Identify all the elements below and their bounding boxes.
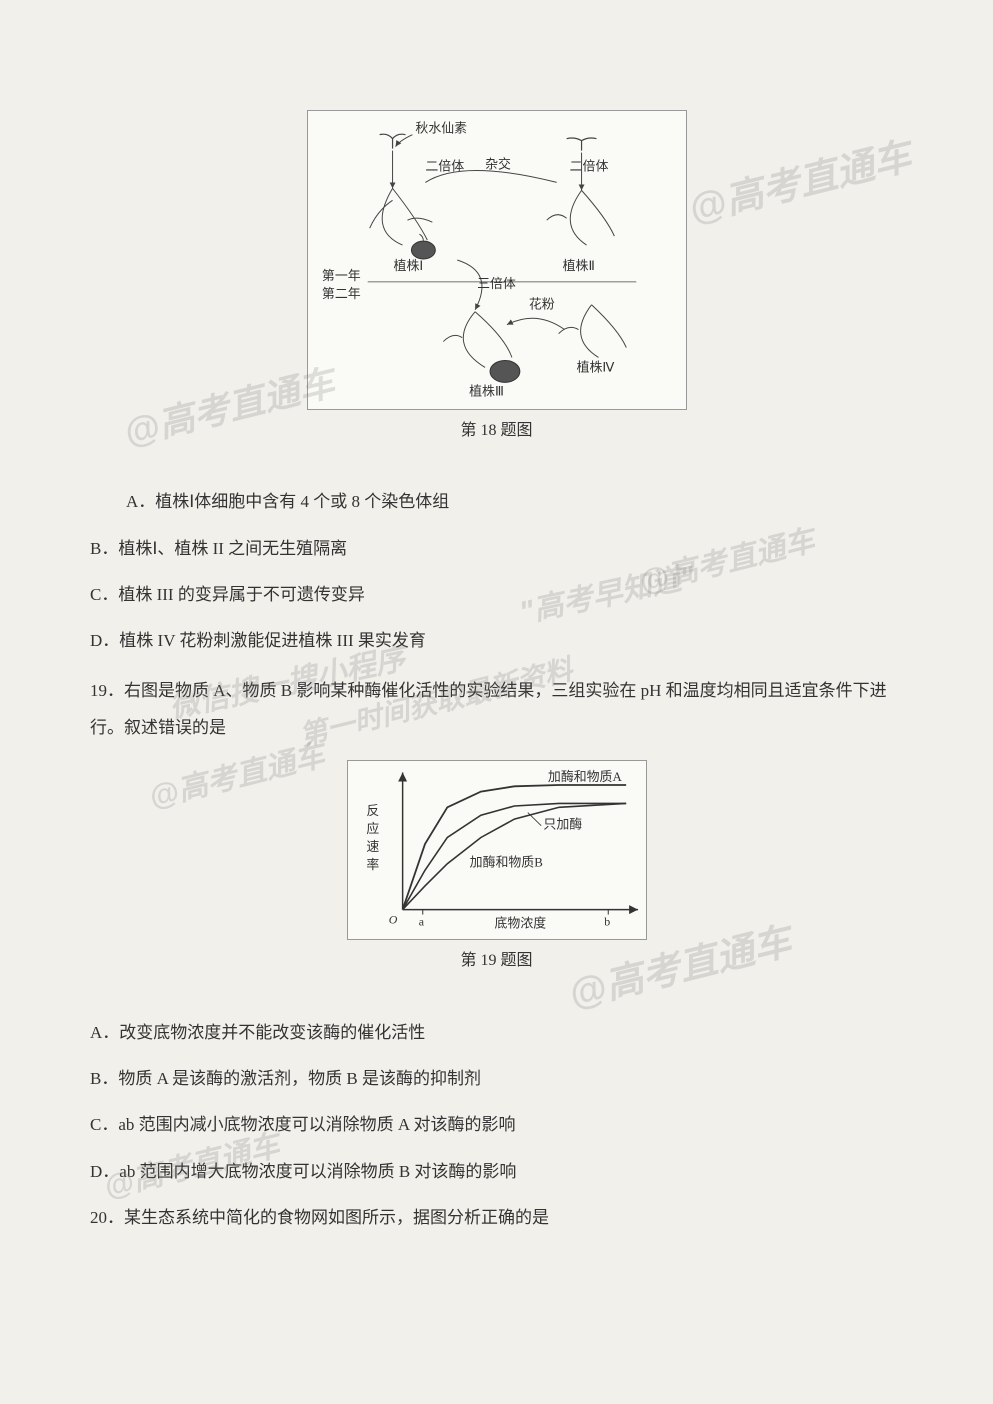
label-zhizhu2: 植株Ⅱ bbox=[562, 258, 594, 273]
figure-18: 秋水仙素 二倍体 二倍体 杂交 植株Ⅰ bbox=[90, 110, 903, 446]
page-root: 秋水仙素 二倍体 二倍体 杂交 植株Ⅰ bbox=[0, 0, 993, 1288]
label-sanbeiti: 三倍体 bbox=[477, 276, 516, 291]
q19-option-a: A．改变底物浓度并不能改变该酶的催化活性 bbox=[90, 1017, 903, 1049]
svg-text:速: 速 bbox=[366, 839, 379, 854]
label-qiushuixian: 秋水仙素 bbox=[415, 121, 467, 136]
label-zhizhu4: 植株Ⅳ bbox=[576, 359, 614, 374]
label-zhizhu3: 植株Ⅲ bbox=[469, 383, 504, 398]
figure-18-caption: 第 18 题图 bbox=[460, 416, 532, 446]
label-erbeiti-r: 二倍体 bbox=[569, 158, 608, 173]
q20-stem: 20．某生态系统中简化的食物网如图所示，据图分析正确的是 bbox=[90, 1202, 903, 1234]
figure-19: Oa b 底物浓度 反应速率 加酶和物质A 只加酶加酶和物质B 第 19 题图 bbox=[90, 760, 903, 976]
q19-option-d: D．ab 范围内增大底物浓度可以消除物质 B 对该酶的影响 bbox=[90, 1156, 903, 1188]
svg-text:加酶和物质B: 加酶和物质B bbox=[469, 855, 542, 870]
q19-option-b: B．物质 A 是该酶的激活剂，物质 B 是该酶的抑制剂 bbox=[90, 1063, 903, 1095]
q19-option-c: C．ab 范围内减小底物浓度可以消除物质 A 对该酶的影响 bbox=[90, 1109, 903, 1141]
q19-stem: 19．右图是物质 A、物质 B 影响某种酶催化活性的实验结果，三组实验在 pH … bbox=[90, 672, 903, 747]
svg-text:b: b bbox=[604, 915, 610, 929]
figure-19-caption: 第 19 题图 bbox=[460, 946, 532, 976]
svg-text:加酶和物质A: 加酶和物质A bbox=[547, 769, 622, 784]
label-zhizhu1: 植株Ⅰ bbox=[393, 258, 423, 273]
figure-19-box: Oa b 底物浓度 反应速率 加酶和物质A 只加酶加酶和物质B bbox=[347, 760, 647, 940]
q18-option-b: B．植株Ⅰ、植株 II 之间无生殖隔离 bbox=[90, 533, 903, 565]
label-year1: 第一年 bbox=[321, 268, 360, 283]
svg-text:反: 反 bbox=[366, 804, 379, 819]
svg-text:底物浓度: 底物浓度 bbox=[494, 916, 546, 931]
figure-19-svg: Oa b 底物浓度 反应速率 加酶和物质A 只加酶加酶和物质B bbox=[348, 760, 646, 940]
q18-option-a: A．植株Ⅰ体细胞中含有 4 个或 8 个染色体组 bbox=[90, 486, 903, 518]
q18-option-c: C．植株 III 的变异属于不可遗传变异 bbox=[90, 579, 903, 611]
svg-text:率: 率 bbox=[366, 857, 379, 872]
q18-option-d: D．植株 IV 花粉刺激能促进植株 III 果实发育 bbox=[90, 625, 903, 657]
svg-text:a: a bbox=[418, 915, 424, 929]
svg-text:O: O bbox=[388, 913, 397, 927]
label-zajiao: 杂交 bbox=[485, 156, 511, 171]
svg-text:应: 应 bbox=[366, 821, 379, 836]
svg-text:只加酶: 只加酶 bbox=[543, 817, 582, 832]
label-year2: 第二年 bbox=[321, 286, 360, 301]
label-huafen: 花粉 bbox=[528, 297, 554, 312]
figure-18-box: 秋水仙素 二倍体 二倍体 杂交 植株Ⅰ bbox=[307, 110, 687, 410]
figure-18-svg: 秋水仙素 二倍体 二倍体 杂交 植株Ⅰ bbox=[308, 110, 686, 410]
